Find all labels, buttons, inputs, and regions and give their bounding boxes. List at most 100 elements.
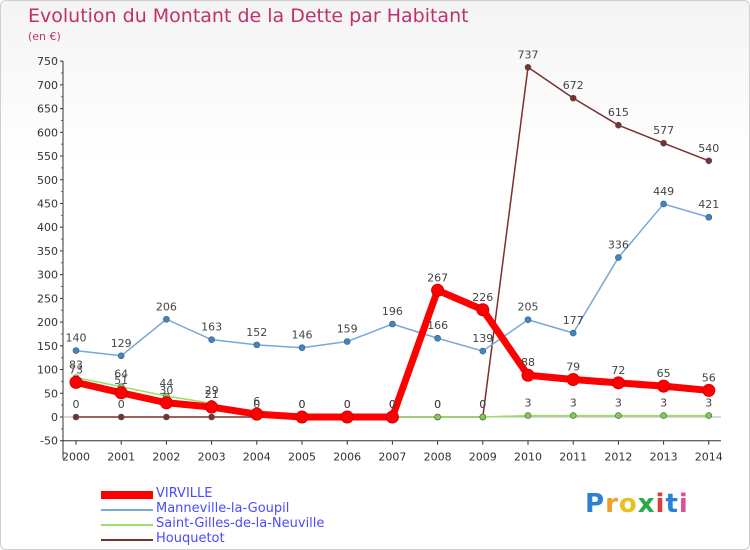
y-tick-label: 500	[37, 174, 58, 187]
data-point-virville	[521, 368, 535, 382]
data-point-manneville-la-goupil	[660, 200, 667, 208]
y-tick-label: 0	[51, 411, 58, 424]
data-label-virville: 0	[299, 398, 306, 411]
x-tick-label: 2006	[333, 451, 361, 464]
data-label-manneville-la-goupil: 129	[111, 337, 132, 350]
data-label-virville: 56	[702, 371, 716, 384]
legend-swatch	[101, 539, 153, 541]
data-label-virville: 30	[159, 384, 173, 397]
data-label-manneville-la-goupil: 159	[337, 323, 358, 336]
data-label-virville: 0	[389, 398, 396, 411]
legend-swatch	[101, 524, 153, 526]
x-tick-label: 2004	[243, 451, 271, 464]
data-label-manneville-la-goupil: 205	[518, 301, 539, 314]
x-tick-label: 2013	[650, 451, 678, 464]
data-point-manneville-la-goupil	[479, 347, 487, 355]
data-label-houquetot: 0	[118, 398, 125, 411]
data-point-virville	[611, 376, 625, 390]
data-label-houquetot: 0	[73, 398, 80, 411]
chart-unit: (en €)	[28, 30, 61, 43]
data-point-virville	[69, 375, 83, 389]
data-label-saint-gilles-de-la-neuville: 64	[114, 368, 128, 381]
data-label-saint-gilles-de-la-neuville: 3	[615, 397, 622, 410]
data-point-houquetot	[705, 157, 713, 165]
data-label-saint-gilles-de-la-neuville: 0	[299, 398, 306, 411]
data-point-houquetot	[72, 413, 80, 421]
data-label-saint-gilles-de-la-neuville: 83	[69, 359, 83, 372]
data-label-virville: 88	[521, 356, 535, 369]
data-point-manneville-la-goupil	[298, 344, 306, 352]
legend-item-virville: VIRVILLE	[101, 486, 401, 502]
data-point-manneville-la-goupil	[208, 336, 215, 343]
data-label-virville: 267	[427, 271, 448, 284]
data-point-saint-gilles-de-la-neuville	[569, 412, 577, 419]
data-label-virville: 72	[611, 364, 625, 377]
data-label-saint-gilles-de-la-neuville: 0	[253, 398, 260, 411]
legend-item-houquetot: Houquetot	[101, 531, 401, 547]
data-point-houquetot	[569, 94, 577, 102]
data-point-manneville-la-goupil	[389, 320, 396, 328]
data-point-manneville-la-goupil	[163, 315, 170, 323]
data-point-houquetot	[117, 413, 125, 421]
y-tick-label: 450	[37, 197, 58, 210]
data-point-saint-gilles-de-la-neuville	[705, 412, 713, 419]
data-label-saint-gilles-de-la-neuville: 0	[344, 398, 351, 411]
data-label-houquetot: 0	[479, 398, 486, 411]
legend-label: VIRVILLE	[156, 486, 213, 501]
data-point-virville	[702, 383, 716, 397]
legend: VIRVILLE Manneville-la-Goupil Saint-Gilles…	[101, 486, 401, 547]
data-label-virville: 79	[566, 361, 580, 374]
data-label-manneville-la-goupil: 166	[427, 319, 448, 332]
x-tick-label: 2011	[559, 451, 587, 464]
x-tick-label: 2007	[378, 451, 406, 464]
data-label-manneville-la-goupil: 421	[698, 198, 719, 211]
data-label-saint-gilles-de-la-neuville: 3	[705, 397, 712, 410]
data-label-manneville-la-goupil: 152	[246, 326, 267, 339]
data-label-houquetot: 672	[563, 79, 584, 92]
legend-swatch	[101, 509, 153, 511]
data-point-virville	[431, 283, 445, 297]
x-tick-label: 2010	[514, 451, 542, 464]
data-point-manneville-la-goupil	[434, 334, 441, 342]
data-point-saint-gilles-de-la-neuville	[615, 412, 622, 419]
data-point-saint-gilles-de-la-neuville	[524, 412, 532, 419]
series-line-manneville-la-goupil	[75, 203, 710, 357]
data-label-houquetot: 737	[518, 48, 539, 61]
data-label-manneville-la-goupil: 196	[382, 305, 403, 318]
data-point-manneville-la-goupil	[253, 341, 261, 349]
data-label-saint-gilles-de-la-neuville: 3	[525, 397, 532, 410]
data-point-manneville-la-goupil	[117, 352, 125, 360]
legend-swatch	[101, 491, 153, 499]
y-tick-label: 100	[37, 364, 58, 377]
data-point-virville	[159, 396, 173, 410]
data-label-virville: 0	[344, 398, 351, 411]
data-point-virville	[340, 410, 354, 424]
y-tick-label: 600	[37, 126, 58, 139]
data-label-manneville-la-goupil: 449	[653, 185, 674, 198]
y-tick-label: 650	[37, 103, 58, 116]
data-point-virville	[205, 400, 219, 414]
y-tick-label: 50	[44, 387, 58, 400]
legend-item-saint-gilles-de-la-neuville: Saint-Gilles-de-la-Neuville	[101, 516, 401, 532]
data-label-virville: 73	[69, 363, 83, 376]
proxiti-logo: Proxiti	[585, 489, 689, 519]
y-tick-label: 750	[37, 55, 58, 68]
y-tick-label: 200	[37, 316, 58, 329]
data-point-virville	[250, 407, 264, 421]
data-label-saint-gilles-de-la-neuville: 0	[434, 398, 441, 411]
y-tick-label: 350	[37, 245, 58, 258]
data-point-virville	[566, 373, 580, 387]
data-point-saint-gilles-de-la-neuville	[434, 413, 441, 421]
data-point-manneville-la-goupil	[705, 213, 713, 221]
data-label-manneville-la-goupil: 206	[156, 300, 177, 313]
data-label-manneville-la-goupil: 163	[201, 321, 222, 334]
data-label-saint-gilles-de-la-neuville: 44	[159, 377, 173, 390]
x-tick-label: 2012	[604, 451, 632, 464]
y-tick-label: -50	[40, 435, 58, 448]
data-label-manneville-la-goupil: 177	[563, 314, 584, 327]
data-point-virville	[114, 386, 128, 400]
y-tick-label: 300	[37, 269, 58, 282]
y-tick-label: 700	[37, 79, 58, 92]
